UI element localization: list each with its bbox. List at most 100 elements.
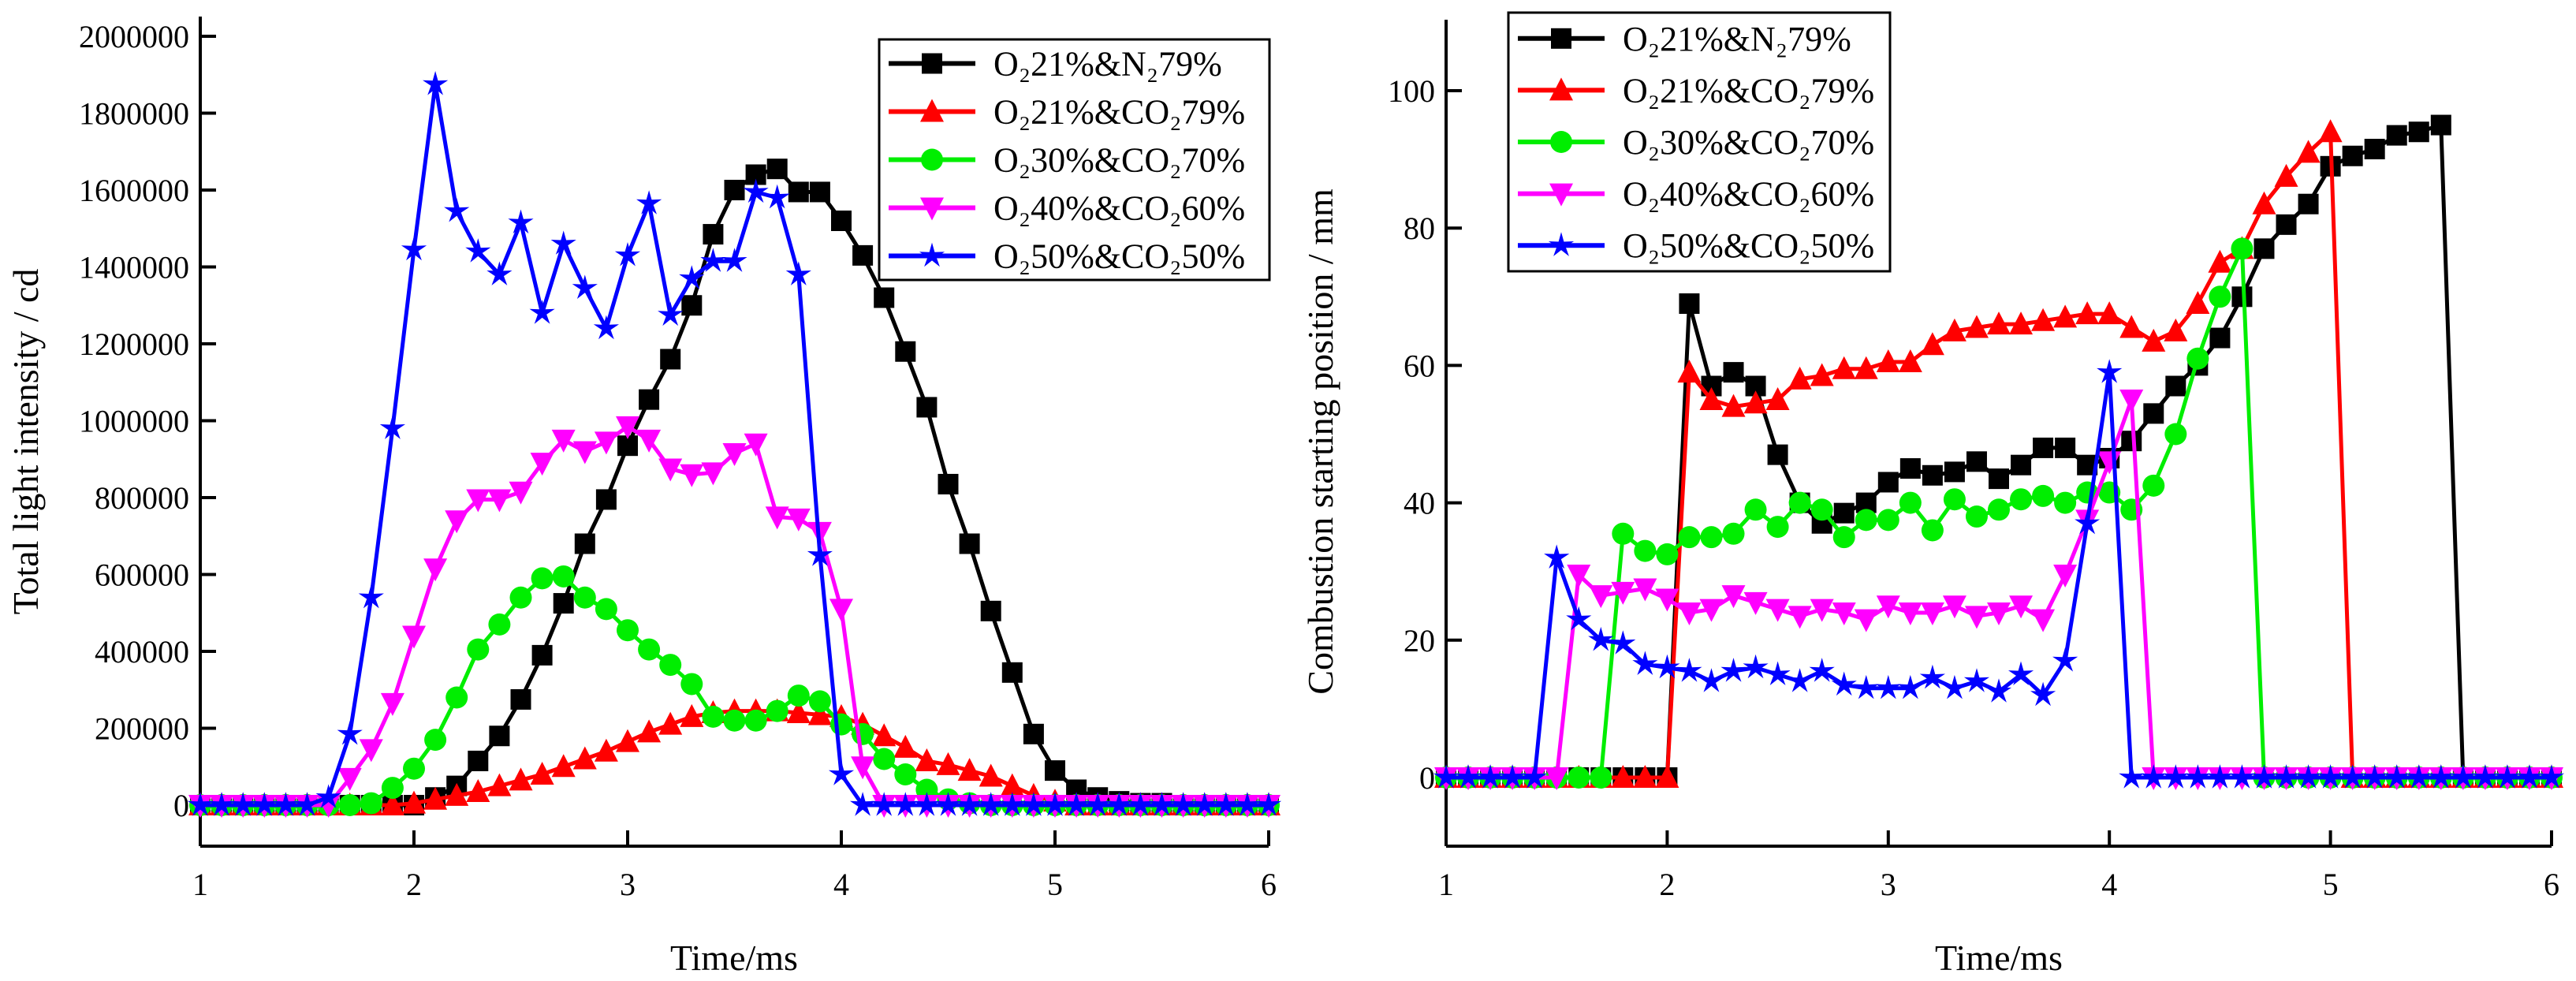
y-tick-label: 2000000 (79, 19, 189, 54)
series-line (200, 424, 1269, 808)
data-point (1678, 526, 1701, 549)
data-point (1920, 332, 1944, 356)
data-point (959, 533, 980, 554)
data-point (509, 481, 533, 505)
data-point (2055, 437, 2076, 458)
data-point (680, 703, 704, 727)
data-point (1633, 578, 1657, 602)
data-point (957, 758, 982, 781)
data-point (915, 748, 939, 771)
data-point (721, 248, 747, 272)
data-point (551, 754, 576, 778)
data-point (2254, 238, 2275, 259)
data-point (1942, 318, 1966, 341)
data-point (508, 209, 534, 234)
data-point (1919, 664, 1945, 689)
data-point (1720, 658, 1747, 682)
legend-item: O₂50%&CO₂50% (889, 237, 1245, 276)
y-tick-label: 1600000 (79, 173, 189, 208)
data-point (2276, 214, 2297, 235)
data-point (916, 397, 938, 418)
data-point (893, 792, 919, 816)
data-point (1611, 581, 1635, 605)
data-point (574, 533, 595, 554)
data-point (359, 739, 383, 763)
data-point (1965, 505, 1988, 528)
legend: O₂21%&N₂79% O₂21%&CO₂79% O₂30%&CO₂70% O₂40%… (878, 38, 1271, 282)
data-point (914, 792, 940, 816)
data-point (2031, 308, 2056, 331)
data-point (1987, 602, 2011, 625)
data-point (1568, 767, 1590, 789)
data-point (487, 773, 512, 796)
x-tick-label: 4 (2101, 867, 2117, 902)
data-point (1899, 491, 1922, 514)
data-point (530, 453, 554, 476)
data-point (2208, 249, 2232, 273)
data-point (1942, 595, 1966, 619)
data-point (1989, 468, 2009, 490)
data-point (2386, 125, 2407, 146)
data-point (616, 729, 639, 752)
data-point (636, 190, 662, 214)
data-point (1700, 526, 1723, 549)
data-point (1744, 498, 1767, 521)
data-point (658, 711, 683, 735)
data-point (1699, 599, 1724, 622)
data-point (1988, 498, 2010, 521)
data-point (1877, 472, 1899, 493)
data-point (1149, 792, 1175, 816)
data-point (852, 244, 874, 266)
data-point (1964, 606, 1989, 629)
legend-item: O₂40%&CO₂60% (1518, 175, 1874, 214)
data-point (935, 792, 961, 816)
data-point (1000, 773, 1024, 796)
data-point (978, 792, 1004, 816)
legend-item: O₂21%&CO₂79% (1518, 71, 1874, 110)
series-5 (1433, 359, 2565, 789)
data-point (1545, 767, 1569, 790)
series-4 (188, 416, 1281, 818)
data-point (1809, 658, 1835, 682)
legend-marker (1549, 183, 1573, 207)
data-point (2053, 565, 2078, 588)
data-point (893, 734, 918, 758)
data-point (509, 586, 532, 609)
data-point (1743, 591, 1768, 615)
data-point (1876, 349, 1900, 373)
data-point (703, 224, 724, 245)
legend-marker (922, 53, 942, 74)
data-point (572, 274, 598, 299)
x-tick-label: 4 (833, 867, 849, 902)
data-point (2142, 328, 2166, 352)
data-point (2033, 437, 2054, 458)
data-point (252, 792, 278, 816)
y-tick-label: 600000 (95, 558, 189, 593)
legend: O₂21%&N₂79% O₂21%&CO₂79% O₂30%&CO₂70% O₂40%… (1507, 11, 1892, 273)
data-point (273, 792, 299, 816)
legend-label: O₂40%&CO₂60% (1623, 175, 1874, 214)
data-point (1213, 792, 1239, 816)
data-point (402, 790, 426, 814)
data-point (788, 181, 809, 203)
data-point (2075, 509, 2101, 535)
data-point (658, 301, 684, 326)
data-point (294, 792, 320, 816)
data-point (2450, 764, 2476, 789)
data-point (381, 777, 404, 800)
data-point (2494, 764, 2520, 789)
legend-label: O₂21%&N₂79% (1623, 20, 1851, 58)
data-point (445, 782, 469, 806)
data-point (1566, 606, 1592, 631)
data-point (2538, 764, 2565, 789)
data-point (637, 429, 662, 453)
data-point (444, 197, 470, 222)
x-tick-label: 5 (2323, 867, 2339, 902)
data-point (1723, 362, 1744, 383)
data-point (2119, 315, 2144, 338)
data-point (2143, 403, 2164, 424)
x-tick-label: 3 (620, 867, 636, 902)
data-point (2165, 375, 2186, 397)
data-point (1191, 792, 1217, 816)
